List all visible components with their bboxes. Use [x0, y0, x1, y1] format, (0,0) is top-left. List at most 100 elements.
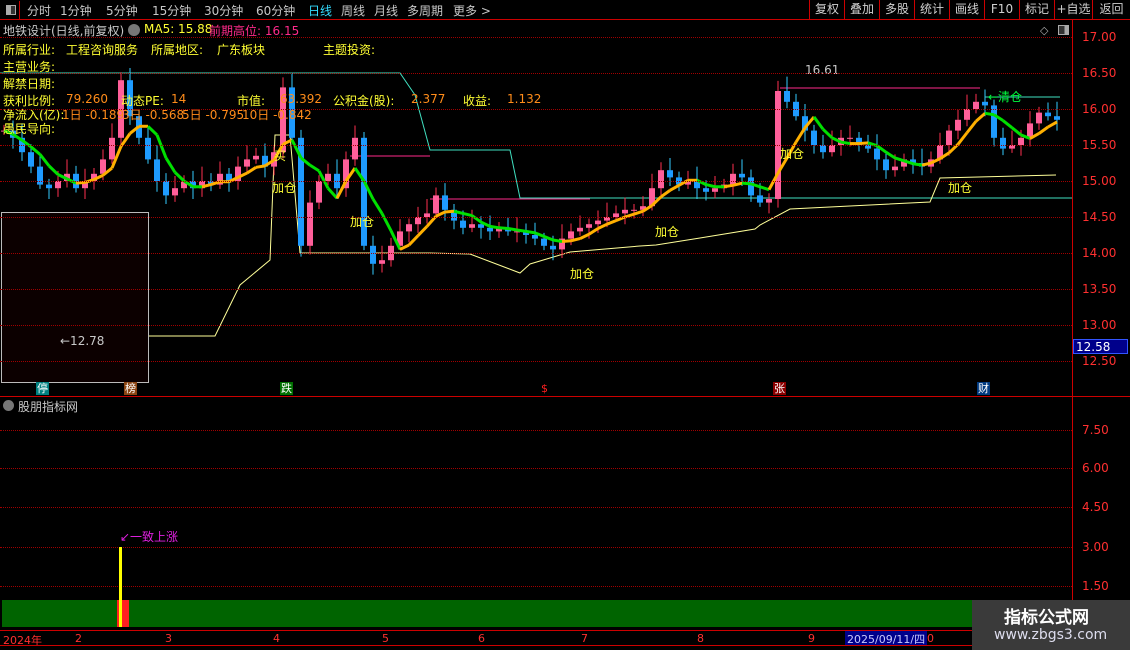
toolbar-button[interactable]: 统计	[914, 0, 949, 20]
add-position-label: 加仓	[350, 215, 374, 229]
candle	[820, 145, 826, 153]
candle	[514, 231, 520, 233]
layout-icon[interactable]	[1058, 25, 1069, 35]
unlock-label: 解禁日期:	[3, 77, 56, 91]
ma5-segment	[921, 161, 932, 167]
candle	[145, 137, 151, 160]
candle	[496, 227, 502, 232]
ma5-segment	[650, 195, 663, 207]
event-marker[interactable]: 榜	[124, 382, 137, 395]
indicator-tick: 3.00	[1082, 540, 1109, 554]
candle	[316, 181, 322, 203]
period-tab[interactable]: 多周期	[407, 4, 444, 18]
theme-label: 主题投资:	[323, 43, 376, 57]
candle	[460, 220, 466, 228]
period-tab[interactable]: 更多 >	[453, 4, 491, 18]
ma5-segment	[129, 125, 140, 135]
grid-line	[0, 109, 1072, 110]
flow-5d: 5日 -0.795	[182, 108, 245, 122]
candle	[217, 173, 223, 185]
candle	[262, 155, 268, 167]
ma5-segment	[362, 180, 375, 200]
diamond-icon[interactable]: ◇	[1040, 24, 1049, 37]
ma5-segment	[282, 138, 293, 146]
date-label: 8	[697, 632, 704, 645]
ma5-segment	[821, 128, 834, 139]
ma5-segment	[146, 125, 159, 137]
candle	[127, 80, 133, 117]
add-position-label: 加仓	[272, 181, 296, 195]
event-marker[interactable]: $	[541, 382, 548, 395]
toolbar-button[interactable]: +自选	[1054, 0, 1092, 20]
candle	[37, 166, 43, 185]
ma5-segment	[93, 173, 104, 181]
add-position-label: 加仓	[780, 147, 804, 161]
toolbar-button[interactable]: 标记	[1019, 0, 1054, 20]
indicator-yellow-bar	[119, 547, 122, 627]
ma5-segment	[840, 140, 851, 146]
guide-label: 愚民导向:	[3, 122, 56, 136]
stock-title: 地铁设计(日线,前复权)	[3, 24, 125, 38]
panel-toggle-icon[interactable]	[2, 1, 20, 19]
period-tab[interactable]: 30分钟	[204, 4, 244, 18]
indicator-menu-icon[interactable]	[3, 400, 14, 411]
ma5-segment	[335, 180, 348, 199]
toolbar-button[interactable]: 多股	[879, 0, 914, 20]
date-label: 6	[478, 632, 485, 645]
date-axis-line	[0, 630, 1130, 631]
candle	[991, 105, 997, 138]
dropdown-icon[interactable]	[128, 24, 140, 36]
toolbar-button[interactable]: 画线	[949, 0, 984, 20]
period-tab[interactable]: 月线	[374, 4, 399, 18]
candle	[604, 217, 610, 221]
period-tab[interactable]: 15分钟	[152, 4, 192, 18]
candle	[649, 188, 655, 207]
grid-line	[0, 361, 1072, 362]
consensus-label: ↙一致上涨	[120, 530, 179, 544]
period-tab[interactable]: 5分钟	[106, 4, 138, 18]
toolbar-button[interactable]: F10	[984, 0, 1019, 20]
date-label: 0	[927, 632, 934, 645]
ma5-segment	[12, 132, 23, 142]
ma5-segment	[750, 182, 761, 189]
candle	[406, 224, 412, 232]
period-tab[interactable]: 周线	[341, 4, 366, 18]
period-tab[interactable]: 60分钟	[256, 4, 296, 18]
grid-line	[0, 289, 1072, 290]
grid-line	[0, 586, 1072, 587]
event-marker[interactable]: 停	[36, 382, 49, 395]
ma5-segment	[462, 211, 473, 218]
candle	[613, 213, 619, 217]
ma5-segment	[903, 159, 914, 166]
ma5-segment	[38, 153, 51, 167]
price-tick: 15.50	[1082, 138, 1117, 152]
grid-line	[0, 468, 1072, 469]
candle	[658, 170, 664, 189]
ma5-segment	[525, 229, 536, 235]
event-marker[interactable]: 张	[773, 382, 786, 395]
event-marker[interactable]: 跌	[280, 382, 293, 395]
ma5-segment	[597, 222, 608, 230]
fund-value: 2.377	[411, 92, 446, 106]
event-marker[interactable]: 财	[977, 382, 990, 395]
add-position-label: 加仓	[948, 181, 972, 195]
candle	[289, 87, 295, 138]
toolbar-button[interactable]: 返回	[1092, 0, 1130, 20]
toolbar-button[interactable]: 复权	[809, 0, 844, 20]
candle	[946, 130, 952, 145]
ma5-segment	[534, 231, 545, 238]
price-tick: 14.50	[1082, 210, 1117, 224]
ma5-segment	[344, 167, 357, 182]
toolbar-button[interactable]: 叠加	[844, 0, 879, 20]
date-label: 4	[273, 632, 280, 645]
price-tick: 14.00	[1082, 246, 1117, 260]
candle	[91, 173, 97, 181]
period-tab[interactable]: 1分钟	[60, 4, 92, 18]
eps-label: 收益:	[463, 94, 492, 108]
ma5-segment	[723, 183, 734, 189]
period-tab[interactable]: 日线	[308, 4, 333, 18]
period-tab[interactable]: 分时	[27, 4, 52, 18]
ma5-segment	[300, 156, 311, 167]
candle	[937, 145, 943, 160]
